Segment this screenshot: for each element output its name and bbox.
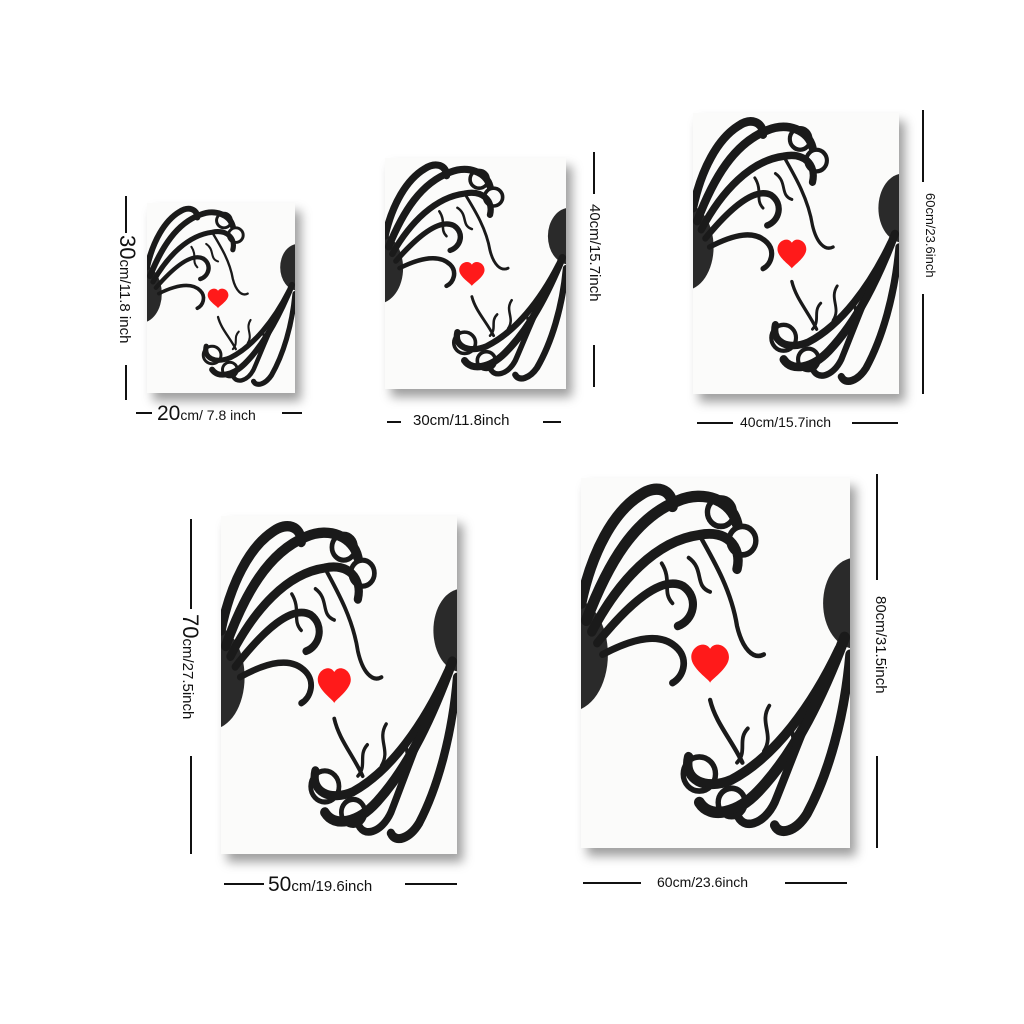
octopus-heart-artwork <box>221 516 457 854</box>
height-unit: cm/27.5inch <box>179 638 196 720</box>
width-line <box>697 422 733 424</box>
width-label: 50cm/19.6inch <box>268 873 372 897</box>
height-line <box>190 756 192 854</box>
height-line <box>876 756 878 848</box>
poster-40x60 <box>693 113 899 394</box>
octopus-heart-artwork <box>147 203 295 393</box>
width-line <box>405 883 457 885</box>
width-line <box>543 421 561 423</box>
height-line <box>125 365 127 400</box>
height-value: 30 <box>115 235 140 260</box>
height-label: 40cm/15.7inch <box>586 204 603 302</box>
width-unit: cm/ 7.8 inch <box>180 407 256 423</box>
height-label: 30cm/11.8 inch <box>114 235 140 343</box>
height-line <box>876 474 878 580</box>
height-line <box>922 110 924 182</box>
width-label: 30cm/11.8inch <box>413 412 510 429</box>
height-label: 80cm/31.5inch <box>872 596 889 694</box>
height-line <box>593 152 595 194</box>
poster-60x80 <box>581 478 850 848</box>
height-value: 70 <box>178 614 203 639</box>
height-unit: cm/11.8 inch <box>116 259 133 344</box>
height-line <box>190 519 192 609</box>
width-line <box>785 882 847 884</box>
width-value: 20 <box>157 402 181 425</box>
height-line <box>125 196 127 233</box>
height-label: 60cm/23.6inch <box>923 193 938 278</box>
width-line <box>136 412 152 414</box>
width-line <box>387 421 401 423</box>
width-line <box>852 422 898 424</box>
height-label: 70cm/27.5inch <box>177 614 203 719</box>
height-line <box>593 345 595 387</box>
poster-30x40 <box>385 158 566 389</box>
width-label: 40cm/15.7inch <box>740 414 832 430</box>
width-line <box>282 412 302 414</box>
octopus-heart-artwork <box>581 478 850 848</box>
poster-20x30 <box>147 203 295 393</box>
width-label: 60cm/23.6inch <box>657 874 749 890</box>
width-value: 50 <box>268 873 292 896</box>
width-unit: cm/19.6inch <box>291 878 373 895</box>
width-line <box>583 882 641 884</box>
width-label: 20cm/ 7.8 inch <box>157 402 256 426</box>
octopus-heart-artwork <box>693 113 899 394</box>
poster-50x70 <box>221 516 457 854</box>
width-line <box>224 883 264 885</box>
height-line <box>922 294 924 394</box>
octopus-heart-artwork <box>385 158 566 389</box>
